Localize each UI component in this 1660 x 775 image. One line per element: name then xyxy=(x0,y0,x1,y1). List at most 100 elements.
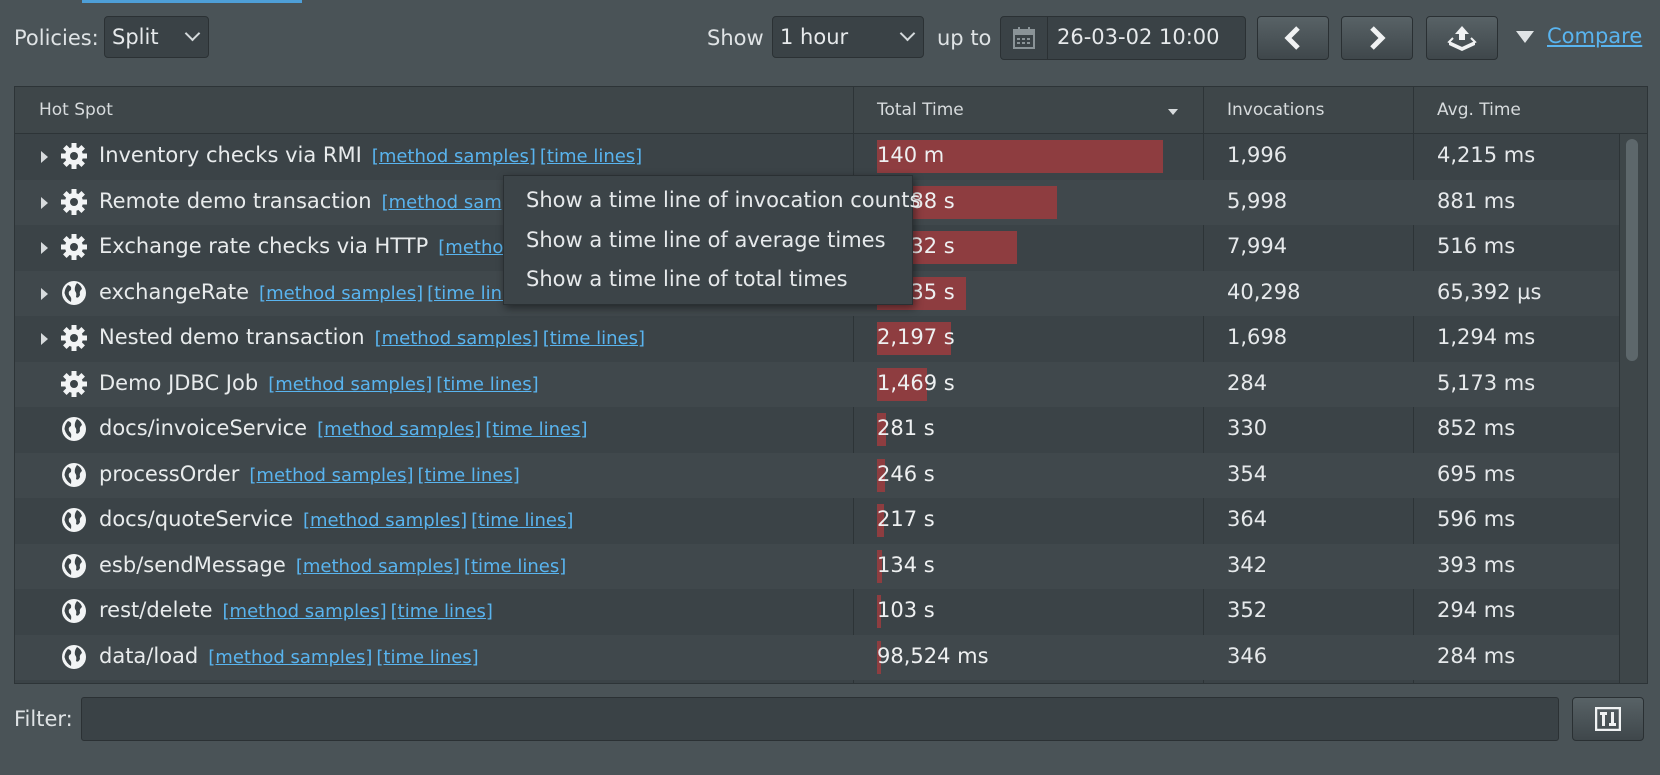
filter-options-button[interactable] xyxy=(1572,697,1644,741)
globe-icon xyxy=(60,461,88,489)
total-time-value: 246 s xyxy=(877,461,935,486)
export-button[interactable] xyxy=(1426,16,1498,60)
invocations-value: 7,994 xyxy=(1227,234,1288,258)
expand-icon[interactable] xyxy=(41,287,48,300)
hotspot-cell: Inventory checks via RMI [method samples]… xyxy=(99,143,642,167)
compare-expand-icon[interactable] xyxy=(1516,31,1534,43)
total-time-value: 134 s xyxy=(877,552,935,577)
hotspot-name: processOrder xyxy=(99,461,240,486)
hotspot-cell: data/load [method samples] [time lines] xyxy=(99,644,479,668)
total-time-value: 103 s xyxy=(877,598,935,622)
hotspot-cell: rest/delete [method samples] [time lines] xyxy=(99,598,493,622)
hotspot-cell: Nested demo transaction [method samples][… xyxy=(99,325,645,349)
menu-item-average-times[interactable]: Show a time line of average times xyxy=(526,228,886,252)
gear-icon xyxy=(60,370,88,398)
table-row[interactable]: Nested demo transaction [method samples][… xyxy=(15,316,1619,362)
column-header-total-time[interactable]: Total Time xyxy=(877,100,964,120)
method-samples-link[interactable]: [method samples] xyxy=(268,373,433,395)
show-label: Show xyxy=(707,26,764,50)
method-samples-link[interactable]: [method samples] xyxy=(303,510,468,531)
table-row[interactable]: docs/invoiceService [method samples] [time… xyxy=(15,407,1619,453)
hotspot-cell: exchangeRate [method samples] [time lines] xyxy=(99,280,529,304)
invocations-value: 352 xyxy=(1227,598,1268,622)
table-header: Hot Spot Total Time Invocations Avg. Tim… xyxy=(15,87,1647,134)
hotspots-table: Hot Spot Total Time Invocations Avg. Tim… xyxy=(14,86,1648,684)
time-lines-link[interactable]: [time lines] xyxy=(436,373,539,395)
table-row[interactable]: Inventory checks via RMI [method samples]… xyxy=(15,134,1619,180)
scrollbar-thumb[interactable] xyxy=(1626,139,1638,361)
table-row[interactable]: Demo JDBC Job [method samples] [time lines… xyxy=(15,361,1619,407)
table-row[interactable]: esb/sendMessage [method samples] [time lin… xyxy=(15,543,1619,589)
filter-label: Filter: xyxy=(14,707,73,731)
policy-select-value: Split xyxy=(112,25,159,49)
total-time-value: 217 s xyxy=(877,507,935,531)
compare-link[interactable]: Compare xyxy=(1547,24,1643,48)
avg-time-value: 1,294 ms xyxy=(1437,325,1536,349)
toolbar: Policies: Split Show 1 hour up to 26-03-… xyxy=(0,0,1660,80)
invocations-value: 354 xyxy=(1227,461,1268,486)
invocations-value: 40,298 xyxy=(1227,279,1301,304)
expand-icon[interactable] xyxy=(41,196,48,209)
total-time-bar xyxy=(877,640,881,674)
calendar-icon xyxy=(1013,27,1035,49)
avg-time-value: 294 ms xyxy=(1437,598,1516,622)
hotspot-name: data/load xyxy=(99,643,199,668)
time-lines-link[interactable]: [time lines] xyxy=(390,601,493,622)
time-lines-link[interactable]: [time lines] xyxy=(463,555,567,577)
expand-icon[interactable] xyxy=(41,151,48,163)
gear-icon xyxy=(60,188,88,216)
gear-icon xyxy=(60,324,88,352)
time-lines-link[interactable]: [time lines] xyxy=(417,464,520,486)
total-time-value: 2,197 s xyxy=(877,325,955,349)
table-row[interactable]: docs/quoteService [method samples] [time l… xyxy=(15,498,1619,544)
column-header-invocations[interactable]: Invocations xyxy=(1227,100,1325,120)
total-time-value: 98,524 ms xyxy=(877,643,989,668)
hotspot-name: Remote demo transaction xyxy=(99,188,372,213)
total-time-bar xyxy=(877,367,927,401)
globe-icon xyxy=(60,552,88,580)
invocations-value: 284 xyxy=(1227,370,1268,395)
method-samples-link[interactable]: [method samples] xyxy=(259,282,424,304)
hotspot-name: rest/delete xyxy=(99,598,213,622)
total-time-value: 140 m xyxy=(877,143,945,167)
method-samples-link[interactable]: [method samples] xyxy=(208,646,373,668)
method-samples-link[interactable]: [method samples] xyxy=(374,328,539,349)
time-lines-link[interactable]: [time lines] xyxy=(471,510,574,531)
globe-icon xyxy=(60,279,88,307)
invocations-value: 346 xyxy=(1227,643,1268,668)
method-samples-link[interactable]: [method samples] xyxy=(317,419,482,440)
calendar-button[interactable] xyxy=(1001,17,1048,59)
globe-icon xyxy=(60,415,88,443)
date-value: 26-03-02 10:00 xyxy=(1057,25,1220,49)
time-lines-link[interactable]: [time lines] xyxy=(376,646,479,668)
expand-icon[interactable] xyxy=(41,333,48,345)
filter-input[interactable] xyxy=(81,697,1559,741)
method-samples-link[interactable]: [method samples] xyxy=(222,601,387,622)
table-row[interactable]: processOrder [method samples] [time lines]… xyxy=(15,452,1619,498)
date-field[interactable]: 26-03-02 10:00 xyxy=(1000,16,1246,60)
previous-button[interactable] xyxy=(1257,16,1329,60)
hotspot-cell: docs/invoiceService [method samples] [time… xyxy=(99,416,587,440)
next-button[interactable] xyxy=(1341,16,1413,60)
table-row[interactable]: rest/delete [method samples] [time lines] 1… xyxy=(15,589,1619,635)
time-range-select[interactable]: 1 hour xyxy=(772,16,924,58)
avg-time-value: 516 ms xyxy=(1437,234,1516,258)
menu-item-invocation-counts[interactable]: Show a time line of invocation counts xyxy=(526,188,921,212)
total-time-bar xyxy=(877,413,886,446)
menu-item-total-times[interactable]: Show a time line of total times xyxy=(526,267,848,291)
column-header-hot-spot[interactable]: Hot Spot xyxy=(39,100,113,120)
time-lines-link[interactable]: [time lines] xyxy=(539,146,643,167)
time-lines-link[interactable]: [time lines] xyxy=(485,419,588,440)
hotspot-name: docs/quoteService xyxy=(99,507,293,531)
table-row[interactable]: data/load [method samples] [time lines] 98,… xyxy=(15,634,1619,680)
hotspot-name: exchangeRate xyxy=(99,279,250,304)
column-header-avg-time[interactable]: Avg. Time xyxy=(1437,100,1521,120)
policy-select[interactable]: Split xyxy=(104,16,209,58)
hotspot-name: docs/invoiceService xyxy=(99,416,308,440)
time-lines-link[interactable]: [time lines] xyxy=(542,328,645,349)
expand-icon[interactable] xyxy=(41,242,48,254)
method-samples-link[interactable]: [method samples] xyxy=(371,146,536,167)
policies-label: Policies: xyxy=(14,26,99,50)
method-samples-link[interactable]: [method samples] xyxy=(249,464,414,486)
method-samples-link[interactable]: [method samples] xyxy=(295,555,460,577)
